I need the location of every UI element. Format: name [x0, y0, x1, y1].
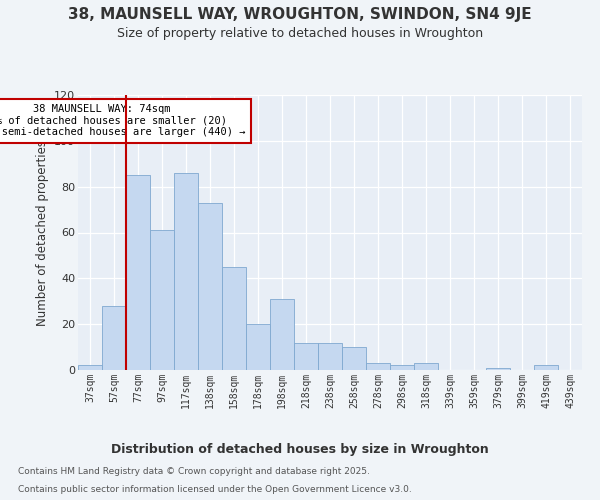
Text: Contains public sector information licensed under the Open Government Licence v3: Contains public sector information licen…: [18, 485, 412, 494]
Bar: [414, 363, 438, 370]
Bar: [366, 363, 390, 370]
Bar: [294, 342, 318, 370]
Bar: [270, 299, 294, 370]
Bar: [126, 175, 150, 370]
Text: Size of property relative to detached houses in Wroughton: Size of property relative to detached ho…: [117, 28, 483, 40]
Bar: [390, 366, 414, 370]
Bar: [486, 368, 510, 370]
Text: 38, MAUNSELL WAY, WROUGHTON, SWINDON, SN4 9JE: 38, MAUNSELL WAY, WROUGHTON, SWINDON, SN…: [68, 8, 532, 22]
Y-axis label: Number of detached properties: Number of detached properties: [35, 140, 49, 326]
Bar: [150, 230, 174, 370]
Bar: [102, 306, 126, 370]
Bar: [318, 342, 342, 370]
Bar: [534, 366, 558, 370]
Bar: [222, 267, 246, 370]
Bar: [78, 366, 102, 370]
Bar: [174, 173, 198, 370]
Bar: [198, 202, 222, 370]
Bar: [342, 347, 366, 370]
Text: Distribution of detached houses by size in Wroughton: Distribution of detached houses by size …: [111, 442, 489, 456]
Text: 38 MAUNSELL WAY: 74sqm
← 4% of detached houses are smaller (20)
96% of semi-deta: 38 MAUNSELL WAY: 74sqm ← 4% of detached …: [0, 104, 246, 138]
Text: Contains HM Land Registry data © Crown copyright and database right 2025.: Contains HM Land Registry data © Crown c…: [18, 467, 370, 476]
Bar: [246, 324, 270, 370]
